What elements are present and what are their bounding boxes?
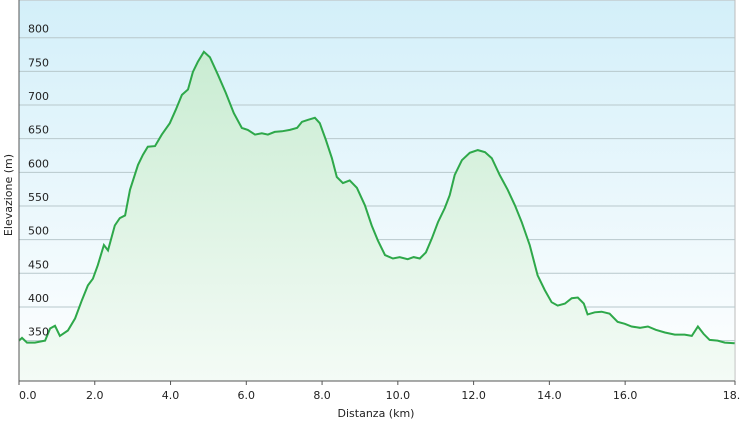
x-tick-label: 14.0 (537, 389, 562, 402)
y-tick-label: 400 (28, 292, 49, 305)
x-axis-label: Distanza (km) (338, 407, 415, 420)
y-tick-label: 650 (28, 124, 49, 137)
x-tick-label: 4.0 (162, 389, 180, 402)
y-axis-label: Elevazione (m) (2, 154, 15, 236)
x-tick-label: 6.0 (238, 389, 256, 402)
line (18, 50, 735, 345)
x-tick-label: 2.0 (86, 389, 104, 402)
y-tick-label: 600 (28, 157, 49, 170)
x-tick-label: 18.9 (723, 389, 740, 402)
x-tick-label: 12.0 (461, 389, 486, 402)
y-tick-label: 800 (28, 23, 49, 36)
y-tick-label: 500 (28, 225, 49, 238)
x-tick-label: 0.0 (19, 389, 37, 402)
x-tick-label: 8.0 (313, 389, 331, 402)
area (19, 51, 735, 382)
y-tick-label: 350 (28, 326, 49, 339)
x-tick-label: 10.0 (386, 389, 411, 402)
y-tick-label: 750 (28, 56, 49, 69)
x-tick-label: 16.0 (613, 389, 638, 402)
y-tick-label: 700 (28, 90, 49, 103)
y-tick-label: 450 (28, 258, 49, 271)
y-tick-label: 550 (28, 191, 49, 204)
